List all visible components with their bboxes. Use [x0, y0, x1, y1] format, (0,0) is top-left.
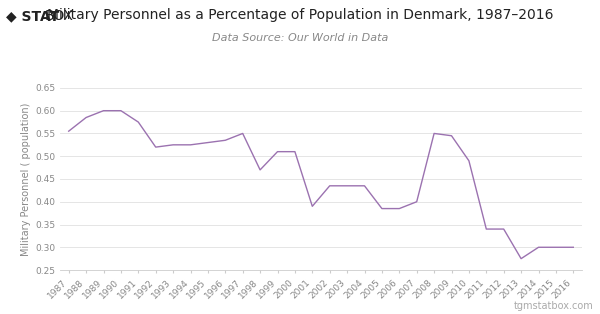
Text: Data Source: Our World in Data: Data Source: Our World in Data [212, 33, 388, 43]
Text: ◆ STAT: ◆ STAT [6, 9, 59, 24]
Text: tgmstatbox.com: tgmstatbox.com [514, 301, 594, 311]
Text: Military Personnel as a Percentage of Population in Denmark, 1987–2016: Military Personnel as a Percentage of Po… [47, 8, 553, 22]
Y-axis label: Military Personnel ( population): Military Personnel ( population) [21, 102, 31, 256]
Text: BOX: BOX [45, 9, 74, 24]
